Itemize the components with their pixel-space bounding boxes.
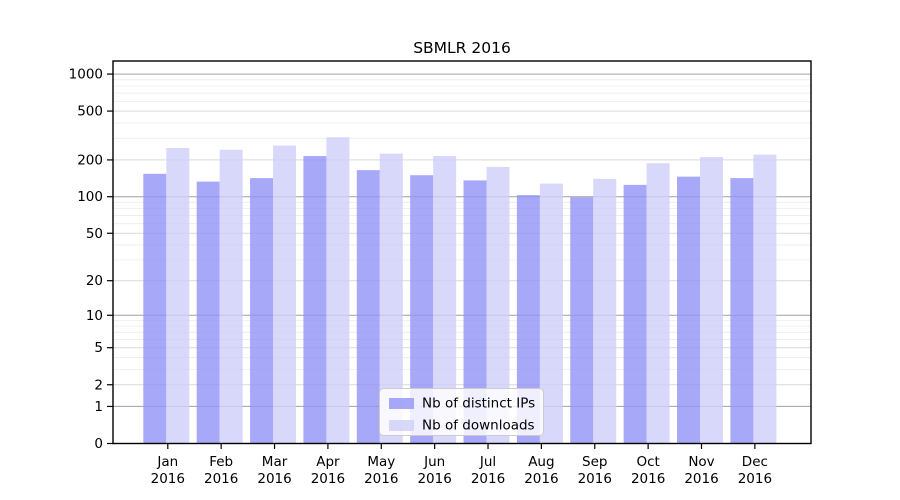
bar-distinct-ips-jun	[410, 175, 434, 444]
bar-distinct-ips-apr	[303, 156, 327, 444]
bar-distinct-ips-aug	[516, 195, 540, 444]
y-tick-label: 1000	[69, 67, 103, 83]
bar-downloads-jun	[433, 156, 457, 444]
bars	[143, 137, 777, 444]
y-tick-label: 50	[86, 226, 103, 242]
bar-downloads-mar	[273, 145, 297, 444]
bar-downloads-oct	[646, 163, 670, 444]
x-tick-label: Jul 2016	[471, 454, 505, 487]
y-tick-label: 2	[94, 377, 103, 393]
bar-distinct-ips-sep	[570, 197, 594, 444]
legend-label-distinct-ips: Nb of distinct IPs	[422, 396, 535, 412]
y-axis: 0 1 2 5 10 20 50 100 200 500 1000	[69, 67, 113, 452]
bar-downloads-apr	[326, 137, 350, 444]
x-tick-label: Sep 2016	[578, 454, 612, 487]
bar-downloads-sep	[593, 178, 617, 444]
x-tick-label: Dec 2016	[738, 454, 772, 487]
bar-downloads-jul	[486, 167, 510, 444]
legend-label-downloads: Nb of downloads	[422, 418, 535, 434]
chart-title: SBMLR 2016	[413, 39, 511, 57]
legend-swatch-distinct-ips	[389, 398, 414, 409]
bar-distinct-ips-jul	[463, 180, 487, 444]
y-tick-label: 200	[77, 152, 103, 168]
y-tick-label: 10	[86, 308, 103, 324]
y-tick-label: 1	[94, 399, 103, 415]
y-tick-label: 5	[94, 340, 103, 356]
x-tick-label: Mar 2016	[257, 454, 291, 487]
bar-distinct-ips-oct	[623, 184, 647, 444]
bar-distinct-ips-feb	[196, 181, 220, 444]
x-tick-label: Feb 2016	[204, 454, 238, 487]
plot-frame	[112, 60, 812, 445]
bar-downloads-aug	[539, 183, 563, 444]
x-axis: Jan 2016 Feb 2016 Mar 2016 Apr 2016 May 2016 Jun 20…	[151, 443, 772, 487]
legend-swatch-downloads	[389, 420, 414, 431]
bar-downloads-dec	[753, 154, 777, 444]
bar-distinct-ips-dec	[730, 178, 754, 444]
bar-distinct-ips-may	[356, 170, 380, 444]
x-tick-label: May 2016	[364, 454, 398, 487]
x-tick-label: Nov 2016	[684, 454, 718, 487]
x-tick-label: Jan 2016	[151, 454, 185, 487]
bar-downloads-jan	[166, 148, 190, 444]
bar-distinct-ips-jan	[143, 173, 167, 444]
bar-distinct-ips-nov	[677, 176, 700, 444]
bar-downloads-may	[379, 153, 403, 444]
x-tick-label: Apr 2016	[311, 454, 345, 487]
y-tick-label: 0	[94, 436, 103, 452]
y-tick-label: 20	[86, 273, 103, 289]
bar-distinct-ips-mar	[250, 178, 274, 444]
bar-downloads-nov	[700, 157, 723, 444]
x-tick-label: Oct 2016	[631, 454, 665, 487]
legend: Nb of distinct IPs Nb of downloads	[379, 388, 544, 436]
x-tick-label: Jun 2016	[417, 454, 451, 487]
legend-box	[379, 388, 544, 436]
bar-downloads-feb	[219, 149, 243, 444]
y-tick-label: 500	[77, 104, 103, 120]
y-tick-label: 100	[77, 189, 103, 205]
x-tick-label: Aug 2016	[524, 454, 558, 487]
